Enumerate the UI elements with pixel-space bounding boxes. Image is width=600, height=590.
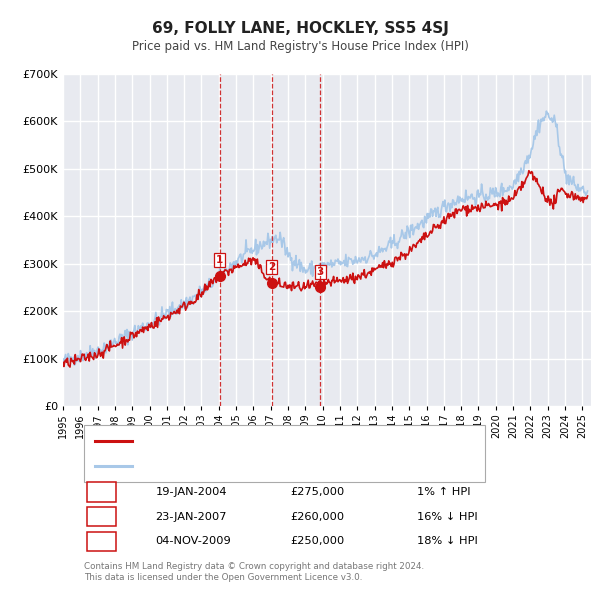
Text: 1: 1	[98, 486, 105, 499]
Text: 23-JAN-2007: 23-JAN-2007	[155, 512, 227, 522]
Text: 2: 2	[98, 510, 105, 523]
Text: 19-JAN-2004: 19-JAN-2004	[155, 487, 227, 497]
Text: 18% ↓ HPI: 18% ↓ HPI	[417, 536, 478, 546]
FancyBboxPatch shape	[87, 532, 116, 551]
Text: 2: 2	[268, 262, 275, 272]
Text: £250,000: £250,000	[290, 536, 344, 546]
FancyBboxPatch shape	[87, 507, 116, 526]
Text: 69, FOLLY LANE, HOCKLEY, SS5 4SJ (detached house): 69, FOLLY LANE, HOCKLEY, SS5 4SJ (detach…	[142, 436, 434, 446]
Text: 16% ↓ HPI: 16% ↓ HPI	[417, 512, 478, 522]
Text: 3: 3	[316, 267, 324, 277]
Text: £275,000: £275,000	[290, 487, 344, 497]
Text: 1: 1	[216, 255, 223, 265]
Text: 3: 3	[98, 535, 105, 548]
Text: 04-NOV-2009: 04-NOV-2009	[155, 536, 231, 546]
Text: Price paid vs. HM Land Registry's House Price Index (HPI): Price paid vs. HM Land Registry's House …	[131, 40, 469, 53]
Text: 69, FOLLY LANE, HOCKLEY, SS5 4SJ: 69, FOLLY LANE, HOCKLEY, SS5 4SJ	[152, 21, 448, 35]
FancyBboxPatch shape	[87, 483, 116, 501]
Text: Contains HM Land Registry data © Crown copyright and database right 2024.
This d: Contains HM Land Registry data © Crown c…	[84, 562, 424, 582]
Text: £260,000: £260,000	[290, 512, 344, 522]
Text: HPI: Average price, detached house, Rochford: HPI: Average price, detached house, Roch…	[142, 461, 394, 471]
FancyBboxPatch shape	[84, 425, 485, 483]
Text: 1% ↑ HPI: 1% ↑ HPI	[417, 487, 470, 497]
